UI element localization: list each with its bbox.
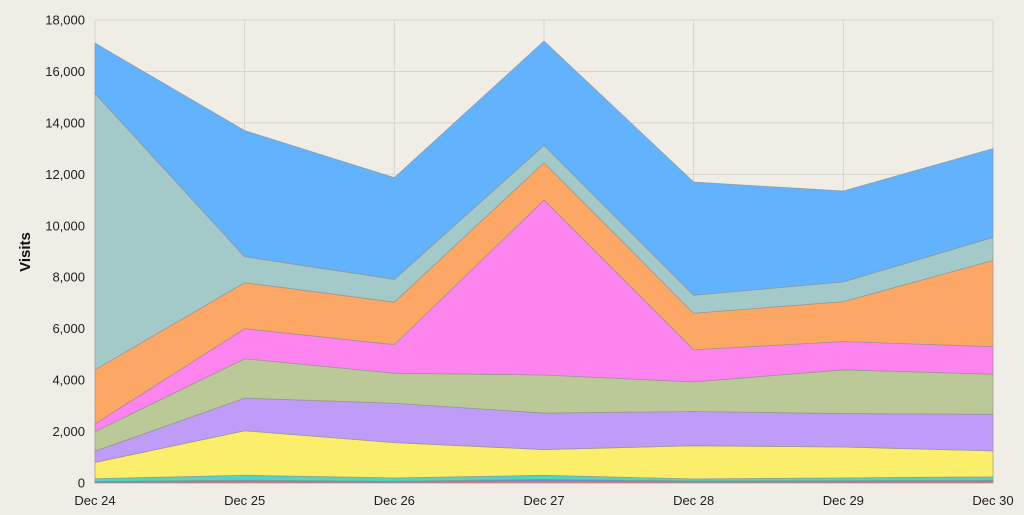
y-axis-title: Visits <box>17 232 34 272</box>
x-tick-label: Dec 27 <box>523 493 564 508</box>
y-tick-label: 16,000 <box>45 64 85 79</box>
y-tick-label: 14,000 <box>45 115 85 130</box>
area-series-group <box>94 40 994 484</box>
x-tick-label: Dec 26 <box>374 493 415 508</box>
y-tick-label: 8,000 <box>52 270 85 285</box>
x-axis-ticks: Dec 24 Dec 25 Dec 26 Dec 27 Dec 28 Dec 29 Dec … <box>74 493 1013 508</box>
y-tick-label: 10,000 <box>45 218 85 233</box>
y-axis-ticks: 0 2,000 4,000 6,000 8,000 10,000 12,000 14,000 1… <box>45 13 85 491</box>
y-tick-label: 4,000 <box>52 373 85 388</box>
y-tick-label: 12,000 <box>45 167 85 182</box>
x-tick-label: Dec 29 <box>823 493 864 508</box>
x-tick-label: Dec 28 <box>673 493 714 508</box>
y-tick-label: 18,000 <box>45 13 85 28</box>
x-tick-label: Dec 24 <box>74 493 115 508</box>
area-series-10 <box>94 40 994 296</box>
x-tick-label: Dec 30 <box>972 493 1013 508</box>
y-tick-label: 6,000 <box>52 321 85 336</box>
y-tick-label: 2,000 <box>52 424 85 439</box>
y-tick-label: 0 <box>78 476 85 491</box>
x-tick-label: Dec 25 <box>224 493 265 508</box>
